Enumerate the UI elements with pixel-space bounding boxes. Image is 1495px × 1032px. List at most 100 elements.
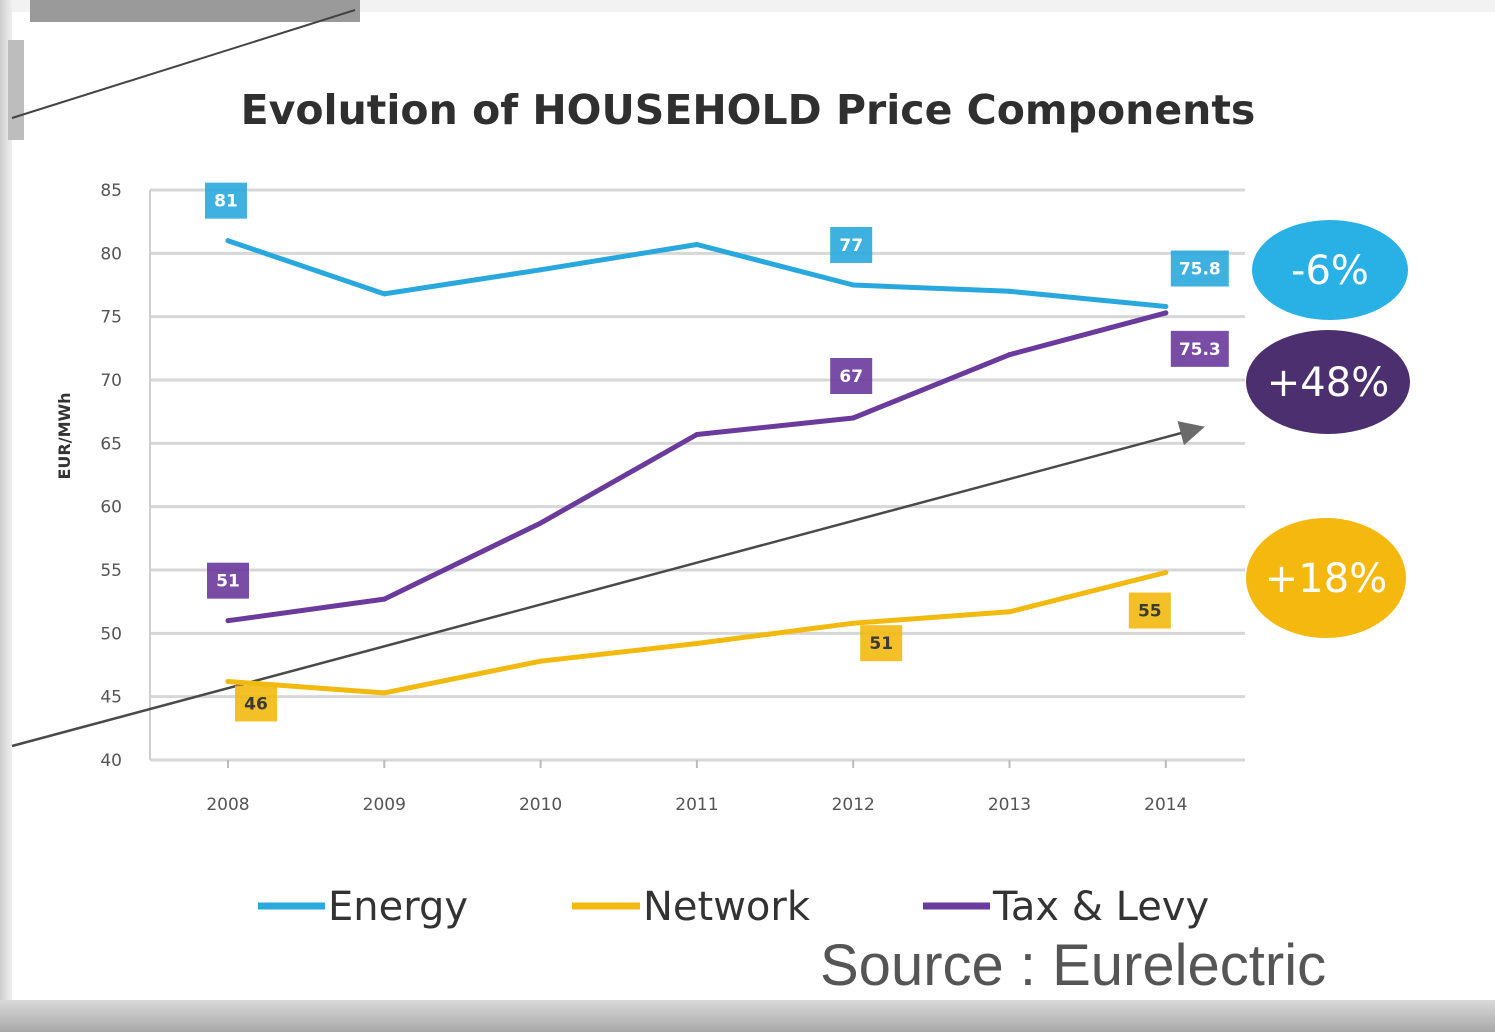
change-badge: +18% (1246, 518, 1406, 638)
data-label-box (830, 227, 873, 263)
data-label-box (1128, 592, 1171, 629)
chart-title: Evolution of HOUSEHOLD Price Components (241, 86, 1256, 134)
y-axis-label: EUR/MWh (55, 392, 74, 479)
x-tick-label: 2008 (206, 795, 249, 815)
legend: Energy Network Tax & Levy (258, 884, 1209, 930)
legend-label-network: Network (643, 884, 811, 930)
x-tick-label: 2012 (832, 795, 875, 815)
x-tick-label: 2014 (1144, 795, 1187, 815)
data-label-energy: 75.8 (1170, 250, 1229, 287)
data-label-box (830, 358, 873, 394)
data-point-tax-levy (538, 520, 544, 526)
y-tick-label: 75 (100, 308, 122, 328)
data-label-text: 81 (214, 192, 238, 212)
data-point-energy (1163, 304, 1169, 310)
frame-top-strip (0, 0, 1495, 12)
data-label-energy: 77 (830, 227, 873, 263)
data-point-network (694, 640, 700, 646)
data-point-network (1163, 570, 1169, 576)
change-badge-text: +48% (1267, 360, 1389, 406)
change-badge-text: +18% (1265, 556, 1387, 602)
data-point-energy (381, 291, 387, 297)
frame-left-dark (8, 40, 24, 140)
change-badge: -6% (1252, 220, 1408, 320)
data-label-network: 51 (860, 625, 903, 662)
grid-lines (150, 188, 1245, 762)
data-point-network (1007, 609, 1012, 615)
data-point-tax-levy (381, 596, 387, 602)
data-label-box (235, 685, 277, 722)
data-label-tax-levy: 67 (830, 358, 873, 394)
data-label-network: 46 (235, 685, 277, 722)
legend-label-tax-levy: Tax & Levy (992, 884, 1209, 930)
change-badge-ellipse (1246, 518, 1406, 638)
data-label-text: 46 (244, 694, 268, 714)
data-point-network (538, 658, 544, 664)
trend-line-top (11, 9, 356, 119)
series-line-energy (225, 238, 1169, 309)
y-tick-label: 40 (100, 751, 122, 771)
data-point-tax-levy (225, 618, 231, 624)
change-badges: -6% +48% +18% (1246, 220, 1410, 638)
x-tick-label: 2010 (519, 795, 562, 815)
data-point-energy (694, 241, 700, 247)
data-label-text: 51 (869, 634, 893, 654)
axes: 40 45 50 55 60 65 70 75 80 85 2008 2009 2010 2011 2012… (100, 181, 1187, 815)
data-label-box (1170, 330, 1229, 367)
x-tick-label: 2011 (675, 795, 718, 815)
y-tick-label: 85 (100, 181, 122, 201)
frame-left-strip (0, 0, 12, 1032)
data-label-tax-levy: 51 (207, 562, 249, 599)
series-line-tax-levy (225, 310, 1169, 624)
trend-arrow (11, 421, 1205, 748)
frame-top-dark (30, 0, 360, 22)
data-point-tax-levy (1163, 310, 1169, 316)
data-label-box (1170, 250, 1229, 287)
data-point-tax-levy (1007, 352, 1012, 358)
data-labels: 81 77 75.8 46 51 55 51 67 75.3 (205, 182, 1229, 722)
data-label-box (207, 562, 249, 599)
y-tick-label: 65 (100, 434, 122, 454)
data-point-network (225, 678, 231, 684)
data-point-tax-levy (850, 415, 856, 421)
data-label-box (860, 625, 903, 662)
change-badge: +48% (1246, 330, 1410, 434)
data-label-text: 77 (839, 236, 863, 256)
x-tick-label: 2009 (363, 795, 406, 815)
data-point-energy (1007, 288, 1012, 294)
data-label-text: 75.8 (1179, 260, 1221, 280)
series-lines (225, 238, 1169, 696)
legend-item-energy: Energy (258, 884, 468, 930)
data-point-energy (538, 267, 544, 273)
data-label-tax-levy: 75.3 (1170, 330, 1229, 367)
change-badge-ellipse (1246, 330, 1410, 434)
legend-item-tax-levy: Tax & Levy (923, 884, 1209, 930)
change-badge-text: -6% (1291, 248, 1369, 294)
data-point-network (381, 690, 387, 696)
data-point-tax-levy (694, 431, 700, 437)
y-tick-label: 45 (100, 688, 122, 708)
data-label-text: 67 (839, 367, 863, 387)
x-tick-label: 2013 (988, 795, 1031, 815)
data-label-network: 55 (1128, 592, 1171, 629)
data-label-text: 75.3 (1179, 340, 1221, 360)
data-point-network (850, 620, 856, 626)
y-tick-label: 80 (100, 244, 122, 264)
y-tick-label: 60 (100, 498, 122, 518)
data-point-energy (225, 238, 231, 244)
y-tick-label: 50 (100, 624, 122, 644)
data-label-box (205, 182, 247, 219)
data-label-text: 51 (216, 572, 240, 592)
data-label-text: 55 (1138, 602, 1162, 622)
data-label-energy: 81 (205, 182, 247, 219)
y-tick-label: 55 (100, 561, 122, 581)
legend-label-energy: Energy (328, 884, 468, 930)
legend-item-network: Network (572, 884, 811, 930)
y-tick-label: 70 (100, 371, 122, 391)
change-badge-ellipse (1252, 220, 1408, 320)
source-credit: Source : Eurelectric (820, 933, 1326, 998)
frame-bottom-shadow (0, 1000, 1495, 1032)
data-point-energy (850, 282, 856, 288)
